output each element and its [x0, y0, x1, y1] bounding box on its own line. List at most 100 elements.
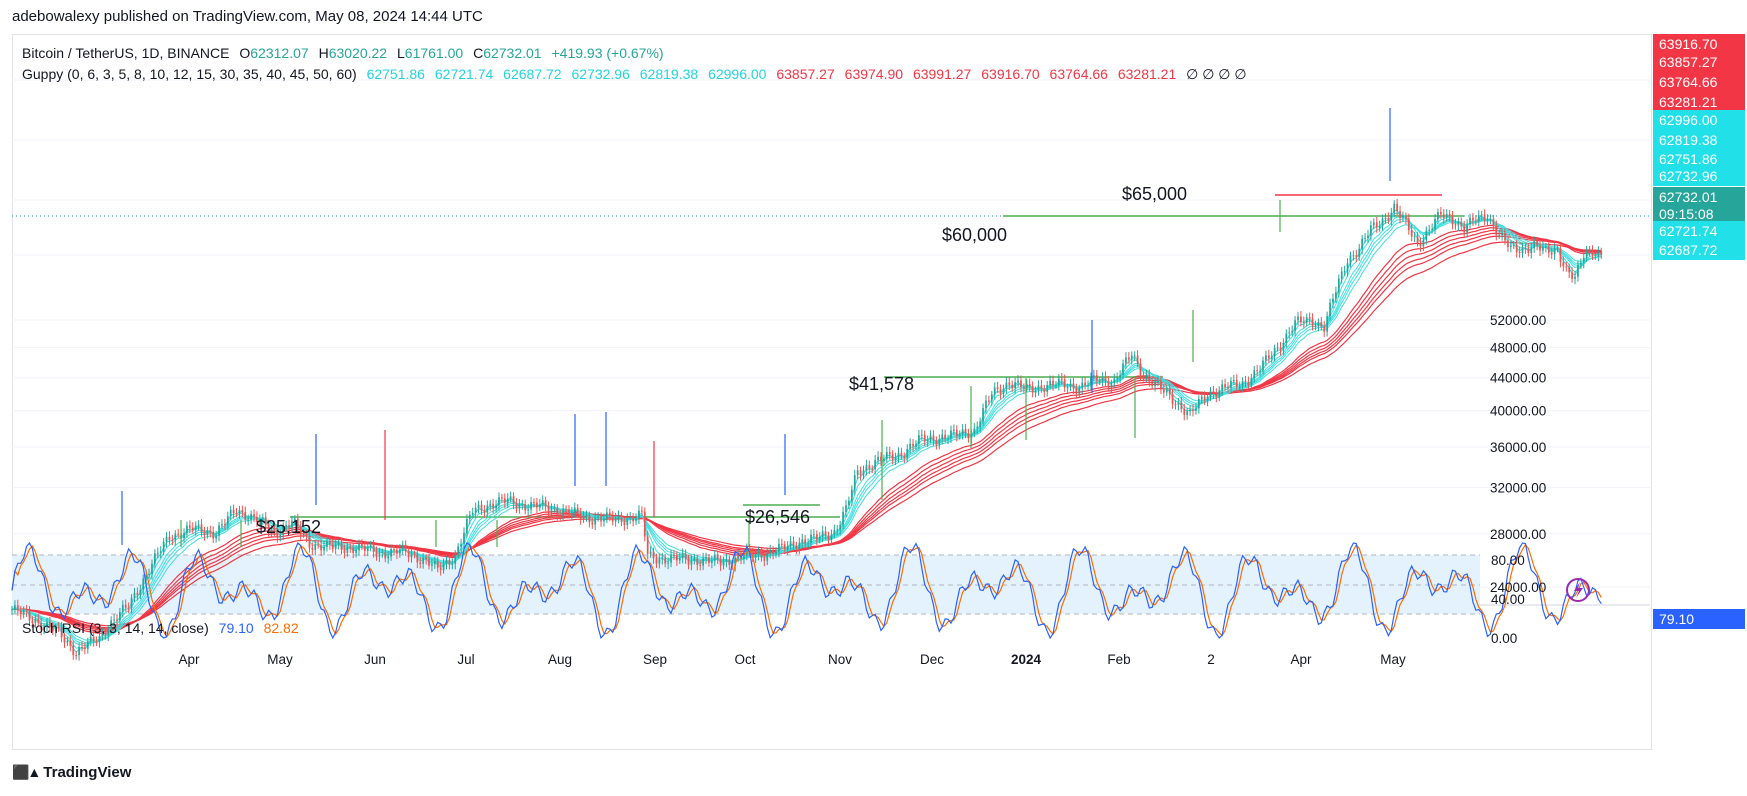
guppy-label[interactable]: Guppy (0, 6, 3, 5, 8, 10, 12, 15, 30, 35… [22, 66, 357, 82]
stoch-label[interactable]: Stoch RSI (3, 3, 14, 14, close) [22, 620, 209, 636]
candle-body [1565, 266, 1568, 268]
highlight-wicks [121, 108, 1391, 547]
candle-body [1489, 218, 1492, 220]
ema-slow-60 [11, 241, 1602, 627]
candle-body [629, 516, 632, 519]
candle-body [716, 555, 719, 560]
candle-body [407, 551, 410, 558]
candle-body [194, 525, 197, 531]
candle-body [600, 516, 602, 522]
candle-body [871, 468, 874, 470]
candle-body [253, 514, 255, 517]
candle-body [235, 513, 238, 515]
alert-icon[interactable] [1566, 578, 1590, 602]
x-tick-label: Dec [920, 652, 944, 667]
candle-body [1250, 378, 1253, 386]
candle-body [171, 539, 174, 541]
candle-body [1442, 214, 1445, 218]
candle-body [1448, 213, 1451, 217]
candle-body [1215, 393, 1218, 398]
candle-body [16, 605, 19, 611]
candle-body [568, 509, 570, 515]
candle-body [1320, 321, 1323, 327]
candle-body [291, 520, 293, 528]
candle-body [585, 515, 588, 517]
candle-body [480, 504, 483, 511]
candle-body [1314, 325, 1317, 327]
candle-body [92, 636, 95, 642]
candle-body [57, 627, 60, 629]
stoch-value-box: 79.10 [1653, 609, 1745, 629]
candle-body [1052, 380, 1054, 386]
candle-body [506, 498, 509, 503]
candle-body [1224, 384, 1226, 388]
candle-body [442, 563, 445, 571]
candle-body [521, 503, 524, 505]
chart-frame[interactable] [12, 34, 1652, 750]
candle-body [142, 578, 145, 590]
candle-body [1055, 385, 1057, 387]
candle-body [1101, 376, 1104, 381]
candle-body [1130, 355, 1133, 360]
candle-body [979, 421, 982, 427]
candle-body [1518, 251, 1521, 254]
candle-body [28, 611, 31, 621]
candle-body [725, 559, 728, 563]
open-value: 62312.07 [250, 45, 309, 61]
candle-body [929, 435, 932, 440]
candle-body [212, 531, 215, 539]
candle-body [985, 400, 987, 409]
candle-body [436, 560, 439, 568]
candle-body [471, 512, 474, 515]
candle-body [121, 604, 124, 612]
candle-body [258, 519, 261, 522]
guppy-fast-1: 62751.86 [366, 66, 425, 82]
candle-body [1399, 211, 1401, 218]
candle-body [541, 500, 544, 505]
guppy-fast-4: 62732.96 [571, 66, 630, 82]
candle-body [690, 560, 693, 565]
candle-body [162, 541, 165, 552]
stoch-d-value: 82.82 [263, 620, 299, 636]
candle-body [276, 531, 279, 538]
candle-body [366, 547, 369, 552]
candle-body [813, 534, 815, 536]
candle-body [43, 626, 45, 630]
candle-body [63, 637, 66, 643]
candle-body [1183, 408, 1186, 415]
candle-body [1483, 214, 1486, 221]
candle-body [439, 567, 442, 571]
candle-body [702, 558, 704, 566]
candle-body [830, 534, 833, 540]
candle-body [1437, 211, 1439, 220]
candle-body [559, 515, 562, 517]
candle-body [31, 620, 34, 623]
candle-body [483, 510, 486, 513]
candle-body [14, 605, 16, 610]
candle-body [1337, 278, 1340, 293]
candle-body [1390, 212, 1393, 221]
y-tick-label: 48000.00 [1490, 341, 1546, 356]
high-label: H [318, 45, 329, 61]
candle-body [1416, 236, 1419, 244]
candle-body [1145, 374, 1148, 378]
candle-body [512, 496, 515, 504]
candle-body [37, 619, 40, 623]
candle-body [533, 502, 535, 504]
low-label: L [396, 45, 405, 61]
tradingview-logo[interactable]: ⬛▲ TradingView [12, 764, 131, 781]
x-tick-label: Jun [364, 652, 386, 667]
candle-body [1279, 347, 1282, 351]
candle-body [1247, 381, 1250, 386]
candle-body [620, 515, 623, 522]
candle-body [372, 544, 375, 553]
candle-body [1049, 380, 1051, 386]
symbol-label[interactable]: Bitcoin / TetherUS, 1D, BINANCE [22, 45, 230, 61]
ema-fast-15 [11, 220, 1602, 641]
candle-body [877, 456, 879, 461]
candle-body [466, 518, 468, 533]
price-box: 62732.01 [1653, 187, 1745, 207]
candle-body [244, 512, 247, 521]
candle-body [1005, 382, 1008, 389]
